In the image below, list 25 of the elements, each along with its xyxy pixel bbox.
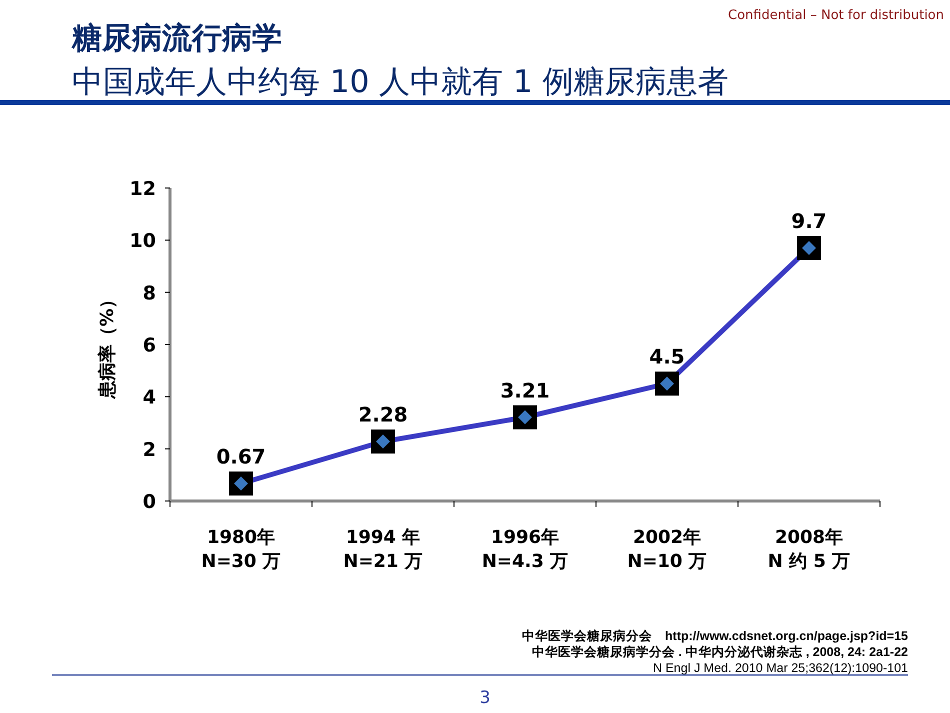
data-label: 4.5: [649, 344, 685, 369]
y-tick-label: 0: [142, 491, 156, 513]
y-tick-label: 12: [130, 178, 156, 200]
x-tick-label: 2002年 N=10 万: [627, 527, 707, 572]
text: 中华医学会糖尿病学分会 . 中华内分泌代谢杂志 , 2008, 24: 2a1-22: [532, 644, 908, 659]
data-label: 0.67: [216, 444, 266, 469]
data-label: 2.28: [358, 402, 408, 427]
text: Confidential – Not for distribution: [728, 8, 944, 23]
chart-subtitle: 中国成年人中约每 10 人中就有 1 例糖尿病患者: [72, 64, 729, 100]
y-tick-label: 10: [130, 230, 156, 252]
y-tick-label: 8: [142, 282, 156, 304]
x-tick-label: 2008年 N 约 5 万: [768, 527, 850, 572]
chart-title: 糖尿病流行病学: [71, 21, 282, 56]
x-tick-label: 1994 年 N=21 万: [343, 527, 423, 572]
text: N Engl J Med. 2010 Mar 25;362(12):1090-101: [652, 661, 908, 675]
x-tick-label: 1996年 N=4.3 万: [482, 527, 568, 572]
text: 3: [480, 688, 490, 708]
data-label: 3.21: [500, 378, 550, 402]
x-tick-label: 1980年 N=30 万: [201, 527, 281, 572]
y-axis-title: 患病率（%）: [97, 290, 118, 400]
y-tick-label: 4: [142, 386, 156, 409]
y-tick-label: 2: [142, 438, 156, 461]
text: 中华医学会糖尿病分会 http://www.cdsnet.org.cn/page.jsp?id=15: [522, 628, 908, 643]
y-tick-label: 6: [142, 334, 156, 356]
data-label: 9.7: [791, 208, 827, 233]
